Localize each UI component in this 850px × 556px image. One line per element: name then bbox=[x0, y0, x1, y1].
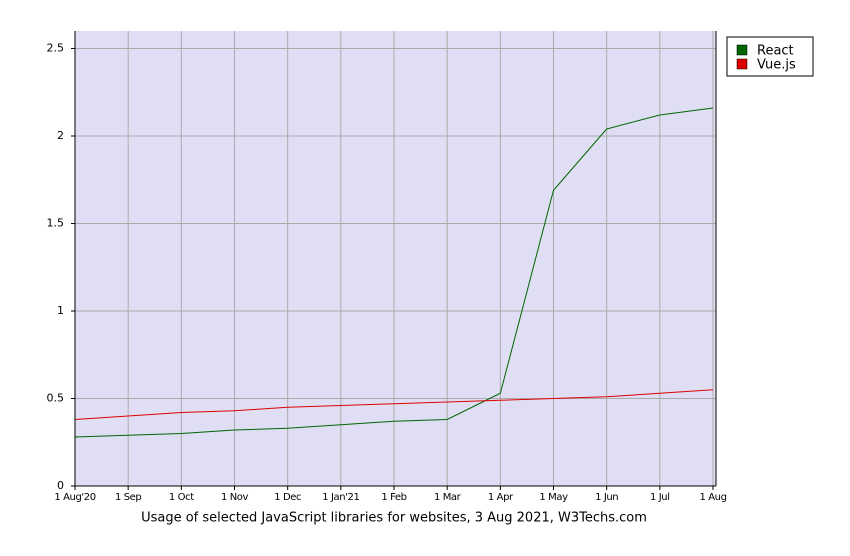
legend-label: Vue.js bbox=[757, 58, 796, 73]
x-tick-label: 1 Feb bbox=[381, 492, 406, 503]
x-tick-label: 1 Nov bbox=[221, 492, 249, 503]
y-tick-label: 2.5 bbox=[47, 42, 65, 55]
legend-label: React bbox=[757, 44, 794, 59]
legend bbox=[726, 36, 814, 77]
grid bbox=[74, 31, 716, 487]
y-tick-label: 1.5 bbox=[47, 217, 65, 230]
x-tick-label: 1 Jun bbox=[595, 492, 618, 503]
x-tick-label: 1 Apr bbox=[488, 492, 514, 503]
x-tick-label: 1 Oct bbox=[169, 492, 194, 503]
x-tick-label: 1 Jan'21 bbox=[322, 492, 359, 503]
x-tick-label: 1 May bbox=[539, 492, 568, 503]
plot-area bbox=[75, 31, 716, 486]
y-tick-label: 2 bbox=[57, 129, 64, 142]
series-line bbox=[74, 107, 714, 438]
x-tick-label: 1 Sep bbox=[115, 492, 141, 503]
x-tick-label: 1 Aug bbox=[699, 492, 726, 503]
caption: Usage of selected JavaScript libraries f… bbox=[141, 511, 647, 526]
x-tick-label: 1 Aug'20 bbox=[54, 492, 95, 503]
lines bbox=[74, 107, 714, 438]
y-tick-label: 1 bbox=[57, 304, 64, 317]
series-line bbox=[74, 389, 714, 420]
legend-swatch bbox=[736, 58, 748, 70]
x-tick-label: 1 Jul bbox=[650, 492, 670, 503]
y-tick-label: 0.5 bbox=[47, 392, 65, 405]
y-tick-label: 0 bbox=[57, 479, 64, 492]
x-tick-label: 1 Dec bbox=[274, 492, 301, 503]
legend-swatch bbox=[736, 44, 748, 56]
x-tick-label: 1 Mar bbox=[434, 492, 462, 503]
